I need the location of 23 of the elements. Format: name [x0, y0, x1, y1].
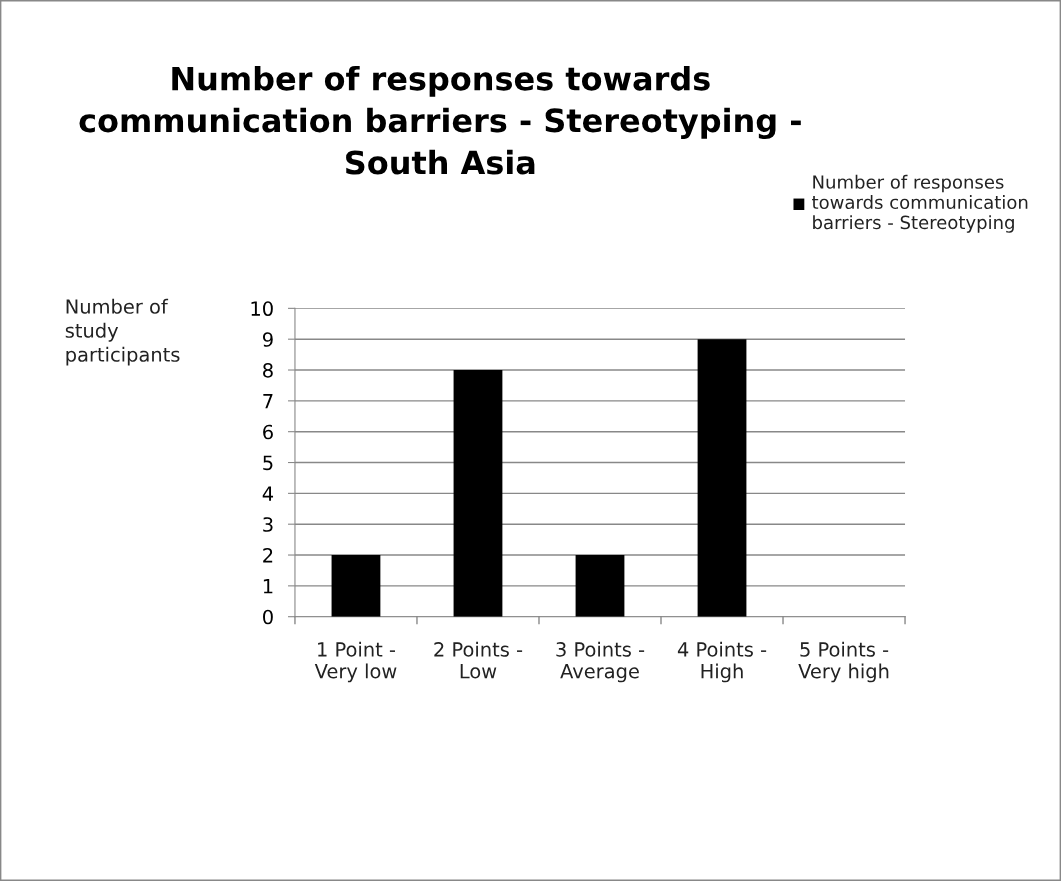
- bar: [575, 555, 625, 617]
- y-tick-label: 8: [263, 362, 273, 378]
- legend-label: Number of responses towards communication barriers - Stereotyping: [812, 174, 1028, 233]
- y-tick-label: 2: [263, 547, 273, 563]
- y-tick-label: 0: [263, 609, 273, 625]
- y-tick-label: 9: [262, 332, 273, 347]
- x-tick-label: 1 Point - Very low: [314, 641, 397, 683]
- y-tick-label: 1: [263, 579, 273, 594]
- x-tick-label: 2 Points - Low: [434, 641, 523, 679]
- y-tick-label: 6: [263, 424, 273, 440]
- bar: [331, 555, 381, 617]
- x-tick-label: 4 Points - High: [677, 641, 767, 683]
- y-axis-title: Number of study participants: [65, 298, 180, 366]
- y-tick-label: 10: [251, 301, 273, 317]
- chart-title: Number of responses towards communication barriers - Stereotyping - South Asia: [79, 65, 801, 175]
- x-tick-label: 3 Points - Average: [556, 641, 645, 683]
- bar: [697, 339, 747, 617]
- y-tick-label: 3: [263, 517, 273, 532]
- y-tick-label: 7: [263, 394, 273, 409]
- bar: [453, 370, 503, 617]
- x-tick-label: 5 Points - Very high: [798, 641, 889, 683]
- y-tick-label: 5: [263, 455, 273, 471]
- y-tick-label: 4: [262, 486, 274, 501]
